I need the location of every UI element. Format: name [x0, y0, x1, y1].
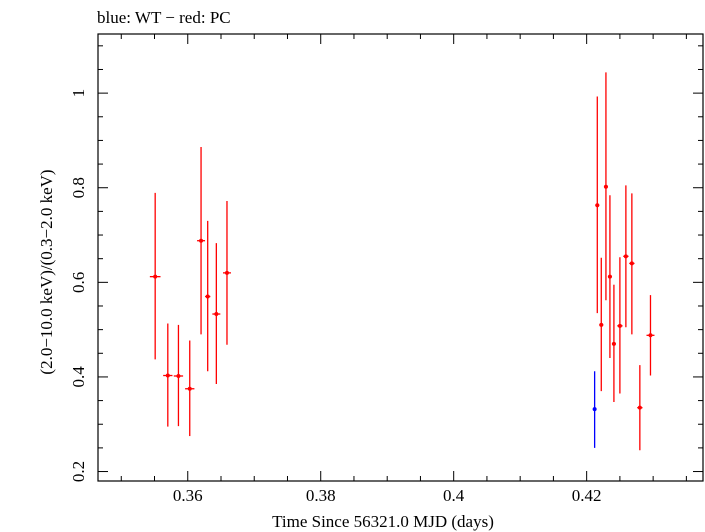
point-marker [199, 238, 204, 243]
point-marker [165, 373, 170, 378]
data-point [607, 195, 612, 359]
data-point [205, 220, 211, 372]
plot-frame [97, 33, 704, 482]
x-tick-label: 0.4 [443, 486, 465, 505]
point-marker [205, 294, 210, 299]
point-marker [187, 386, 192, 391]
data-point [197, 147, 206, 335]
data-point [617, 257, 623, 394]
data-point [603, 72, 608, 301]
point-marker [214, 312, 219, 317]
series-wt [592, 371, 597, 448]
x-tick-label: 0.36 [173, 486, 203, 505]
point-marker [623, 254, 628, 259]
point-marker [648, 333, 653, 338]
data-point [629, 193, 635, 335]
point-marker [595, 203, 600, 208]
data-point [222, 200, 231, 345]
point-marker [629, 261, 634, 266]
data-point [185, 340, 195, 437]
point-marker [599, 322, 604, 327]
y-axis: 0.2 0.4 0.6 0.8 1 [69, 45, 703, 482]
x-axis: 0.36 0.38 0.4 0.42 [120, 34, 687, 505]
x-axis-label: Time Since 56321.0 MJD (days) [272, 512, 494, 531]
data-series [149, 72, 655, 451]
data-point [646, 295, 655, 376]
series-pc [149, 72, 655, 451]
data-point [212, 243, 221, 385]
point-marker [617, 323, 622, 328]
point-marker [153, 274, 158, 279]
y-tick-label: 0.8 [69, 177, 88, 198]
data-point [173, 324, 184, 427]
x-tick-label: 0.42 [572, 486, 602, 505]
data-point [163, 323, 173, 427]
chart-title: blue: WT − red: PC [97, 8, 231, 27]
point-marker [176, 373, 181, 378]
data-point [599, 257, 604, 392]
point-marker [592, 407, 597, 412]
y-tick-label: 0.2 [69, 461, 88, 482]
data-point [637, 365, 643, 451]
data-point [592, 371, 597, 448]
data-point [623, 185, 629, 328]
y-tick-label: 1 [69, 89, 88, 98]
y-tick-label: 0.6 [69, 272, 88, 293]
y-tick-label: 0.4 [69, 366, 88, 388]
data-point [149, 192, 161, 360]
data-point [611, 284, 616, 403]
point-marker [603, 184, 608, 189]
point-marker [224, 270, 229, 275]
point-marker [637, 405, 642, 410]
y-axis-label: (2.0−10.0 keV)/(0.3−2.0 keV) [37, 169, 56, 374]
point-marker [611, 341, 616, 346]
x-tick-label: 0.38 [306, 486, 336, 505]
data-point [595, 96, 600, 314]
point-marker [607, 274, 612, 279]
